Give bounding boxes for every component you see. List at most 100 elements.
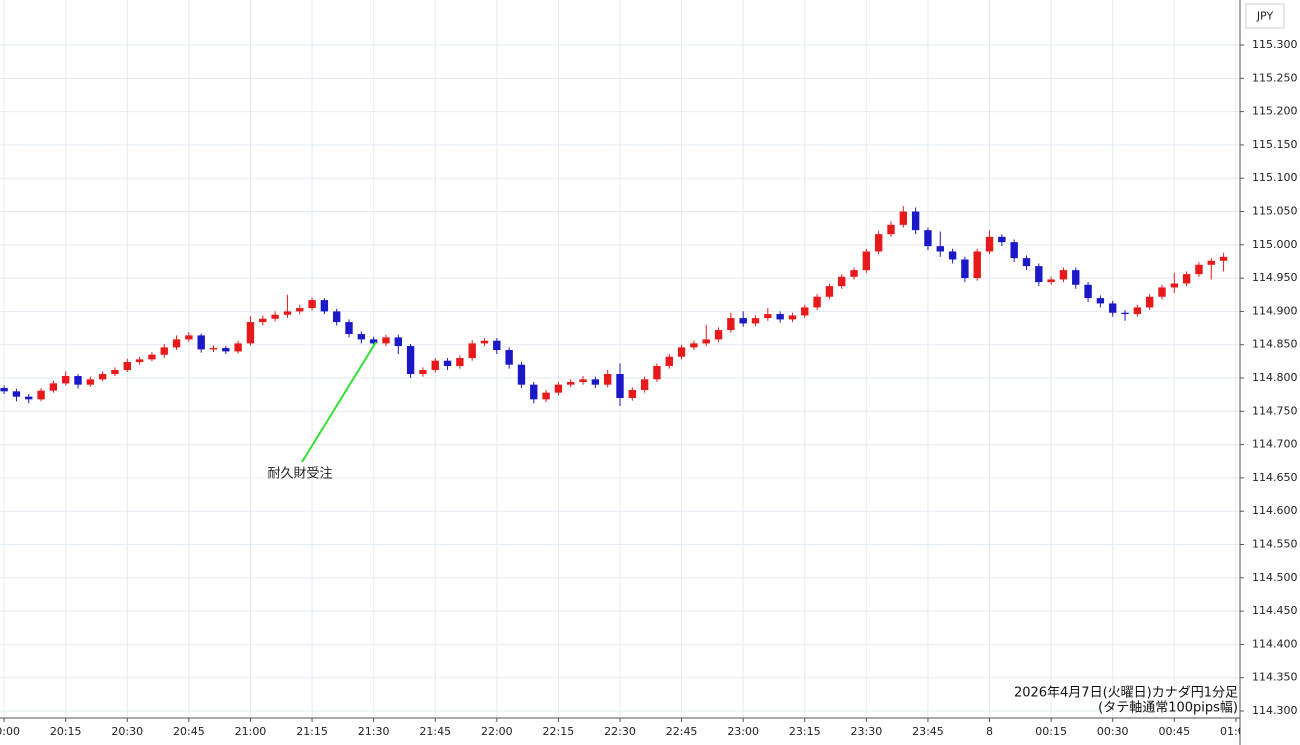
x-tick-label: 01:00 xyxy=(1220,725,1252,738)
candle-body xyxy=(271,314,279,319)
x-tick-label: 22:00 xyxy=(481,725,513,738)
candle-body xyxy=(727,318,735,331)
candle-body xyxy=(973,251,981,279)
note: 2026年4月7日(火曜日)カナダ円1分足 xyxy=(1014,686,1238,701)
candle-body xyxy=(567,382,575,385)
candle-body xyxy=(911,211,920,231)
candle-body xyxy=(1145,296,1154,308)
candle-body xyxy=(874,234,883,252)
candle-body xyxy=(431,360,439,371)
candle-body xyxy=(702,339,710,344)
x-tick-label: 21:30 xyxy=(358,725,390,738)
y-tick-label: 114.600 xyxy=(1252,504,1298,517)
y-tick-label: 114.800 xyxy=(1252,371,1298,384)
annotation-arrow xyxy=(301,341,377,463)
candle-body xyxy=(665,356,673,367)
x-tick-label: 20:30 xyxy=(111,725,143,738)
candle-body xyxy=(345,322,353,335)
candle-body xyxy=(825,286,834,297)
candle-body xyxy=(776,314,784,320)
candle-body xyxy=(382,337,390,344)
candle-body xyxy=(394,337,402,347)
candle-body xyxy=(259,318,267,323)
candle-body xyxy=(308,300,316,309)
currency-box xyxy=(1245,3,1285,29)
candle-body xyxy=(222,348,230,352)
candle-body xyxy=(320,300,329,312)
candle-body xyxy=(1182,274,1191,284)
x-tick-label: 21:15 xyxy=(296,725,328,738)
candle-body xyxy=(677,347,686,357)
candle-body xyxy=(111,370,119,375)
candle-body xyxy=(554,384,563,393)
candle-body xyxy=(49,383,58,391)
candle-body xyxy=(640,379,649,391)
x-axis: 20:00 20:15 20:30 20:45 21:00 21:15 21:30 21:45… xyxy=(0,718,1252,738)
candle-body xyxy=(801,307,809,316)
y-tick-label: 114.750 xyxy=(1252,404,1298,417)
y-tick-label: 114.950 xyxy=(1252,271,1298,284)
x-tick-label: 23:45 xyxy=(912,725,944,738)
candle-body xyxy=(62,376,70,384)
candle-body xyxy=(160,347,168,355)
candle-body xyxy=(185,335,193,340)
candle-body xyxy=(862,251,871,271)
candle-body xyxy=(985,236,994,252)
candle-body xyxy=(616,374,624,398)
candle-body xyxy=(1059,270,1068,280)
y-tick-label: 115.050 xyxy=(1252,205,1298,218)
candle-body xyxy=(369,339,378,344)
x-tick-label: 20:00 xyxy=(0,725,20,738)
x-tick-label: 21:45 xyxy=(419,725,451,738)
x-tick-label: 23:00 xyxy=(727,725,759,738)
candle-body xyxy=(443,360,452,367)
candle-body xyxy=(1195,264,1203,275)
candle-body xyxy=(838,276,846,287)
candle-body xyxy=(25,396,33,400)
candle-body xyxy=(86,379,95,385)
candle-body xyxy=(1121,312,1129,315)
currency-label: JPY xyxy=(1256,10,1274,23)
candle-body xyxy=(493,340,501,351)
y-tick-label: 115.100 xyxy=(1252,171,1298,184)
candle-body xyxy=(948,251,957,260)
candle-body xyxy=(135,359,144,363)
note: (タテ軸通常100pips幅) xyxy=(1098,701,1238,716)
candle-body xyxy=(1219,256,1228,261)
annotation: 耐久財受注 xyxy=(267,467,332,482)
candle-body xyxy=(1096,298,1105,304)
y-tick-label: 114.300 xyxy=(1252,704,1298,717)
x-tick-label: 23:15 xyxy=(789,725,821,738)
candle-body xyxy=(0,388,8,392)
x-tick-label: 22:30 xyxy=(604,725,636,738)
y-tick-label: 115.300 xyxy=(1252,38,1298,51)
candle-body xyxy=(505,350,513,365)
candle-body xyxy=(1035,266,1043,283)
x-tick-label: 23:30 xyxy=(851,725,883,738)
y-tick-label: 114.450 xyxy=(1252,604,1298,617)
candle-body xyxy=(936,246,944,252)
y-tick-label: 114.350 xyxy=(1252,671,1298,684)
candle-body xyxy=(172,339,181,348)
candle-body xyxy=(332,311,341,323)
candle-body xyxy=(1010,242,1018,259)
candle-body xyxy=(517,364,526,385)
candle-body xyxy=(1170,283,1178,288)
candle-body xyxy=(850,270,858,277)
x-tick-label: 21:00 xyxy=(235,725,267,738)
candle-body xyxy=(234,343,242,352)
candle-body xyxy=(480,340,489,344)
candle-body xyxy=(37,390,45,400)
x-tick-label: 00:45 xyxy=(1158,725,1190,738)
candle-body xyxy=(1022,258,1031,267)
y-tick-label: 115.200 xyxy=(1252,105,1298,118)
y-axis: 114.300 114.350 114.400 114.450 114.500 114.5… xyxy=(1240,38,1298,717)
candle-body xyxy=(1084,284,1092,299)
candle-body xyxy=(603,374,612,385)
candle-body xyxy=(296,308,304,312)
x-tick-label: 00:15 xyxy=(1035,725,1067,738)
candle-body xyxy=(1207,260,1215,265)
candle-body xyxy=(653,366,661,380)
y-tick-label: 115.250 xyxy=(1252,71,1298,84)
